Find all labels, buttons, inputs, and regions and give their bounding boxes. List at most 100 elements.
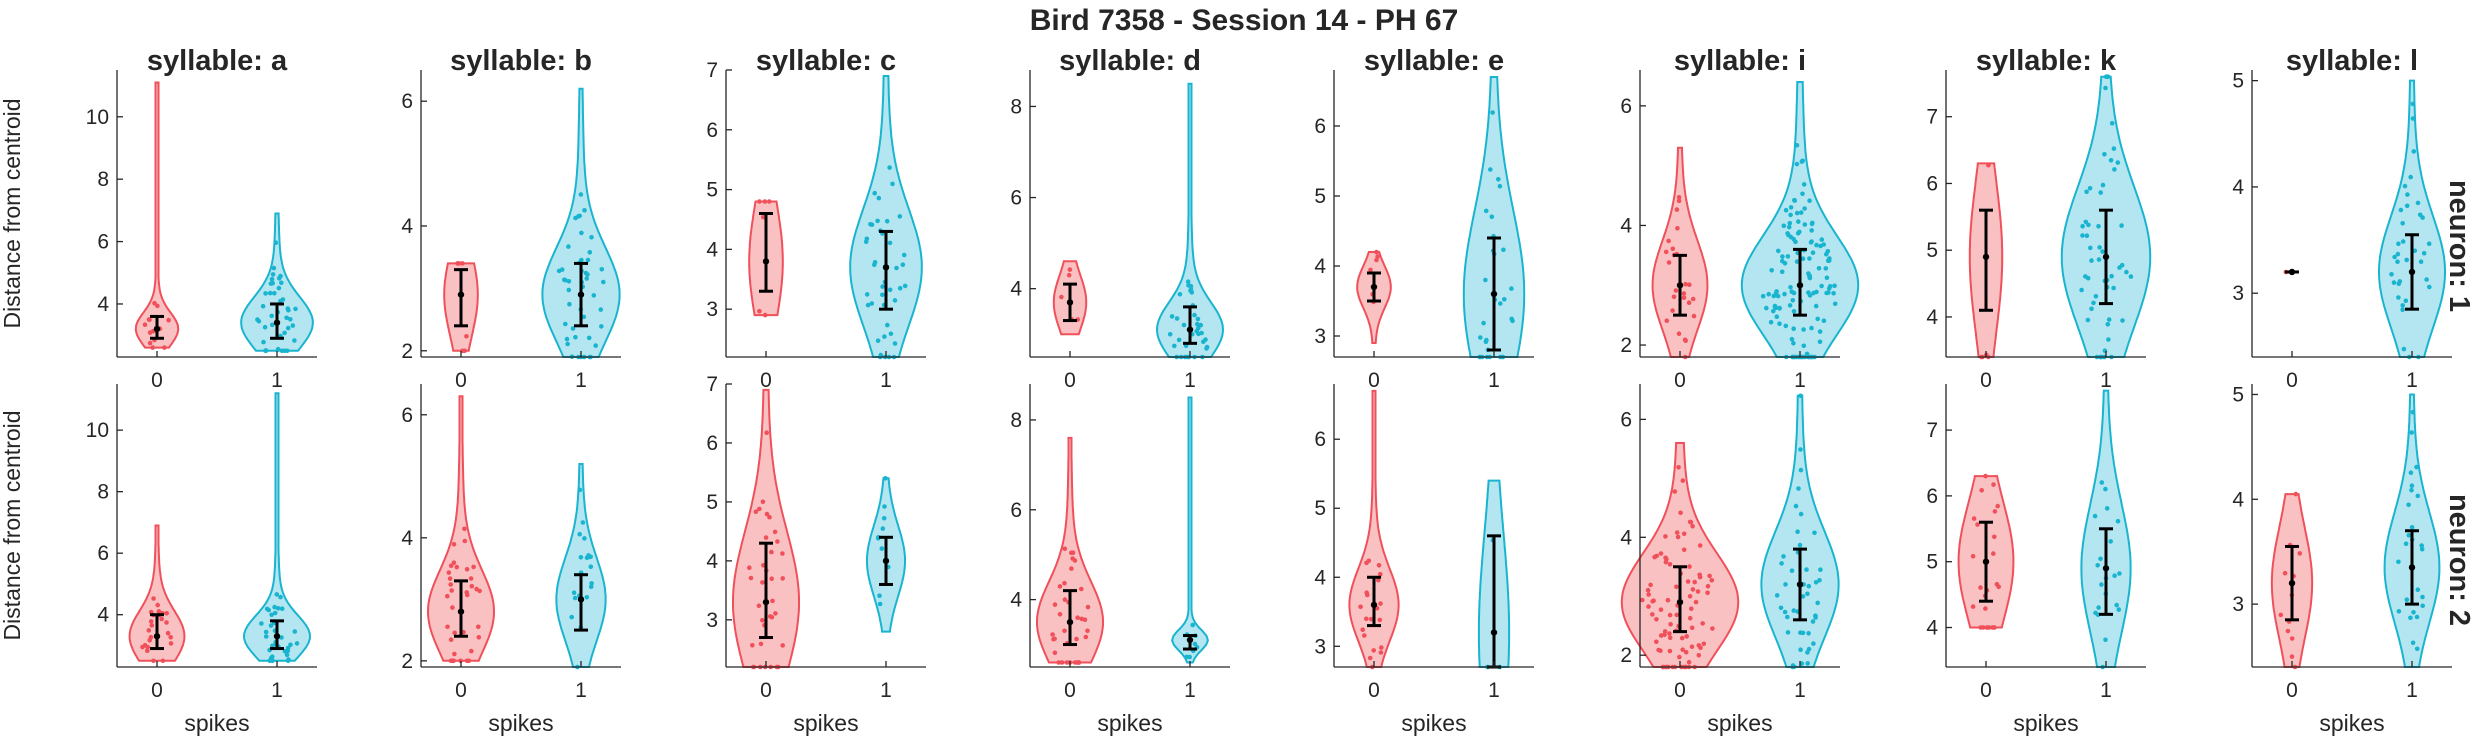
data-point	[1690, 296, 1696, 302]
data-point	[773, 611, 778, 616]
data-point	[255, 317, 260, 322]
median-marker	[1186, 636, 1194, 644]
data-point	[1705, 583, 1711, 589]
data-point	[760, 618, 765, 623]
data-point	[1823, 266, 1829, 271]
data-point	[447, 576, 453, 581]
data-point	[2289, 654, 2295, 659]
data-point	[2405, 192, 2410, 197]
data-point	[149, 623, 155, 628]
data-point	[1375, 254, 1380, 259]
data-point	[1681, 291, 1687, 296]
data-point	[2412, 248, 2418, 254]
data-point	[2108, 158, 2114, 163]
data-point	[573, 215, 578, 221]
data-point	[1195, 316, 1201, 322]
data-point	[474, 586, 479, 592]
data-point	[2406, 533, 2412, 538]
data-point	[1992, 534, 1997, 540]
data-point	[1817, 578, 1822, 583]
data-point	[2410, 640, 2416, 646]
data-point	[1371, 648, 1376, 653]
data-point	[2418, 259, 2424, 265]
data-point	[445, 624, 450, 630]
panel-l-row-2: 3 4 5 0 1 spikes	[2232, 383, 2452, 736]
x-tick-label: 1	[2406, 679, 2418, 702]
median-marker	[882, 264, 890, 271]
data-point	[1199, 330, 1204, 336]
x-tick-label: 1	[271, 369, 283, 392]
data-point	[2414, 646, 2420, 652]
data-point	[152, 300, 157, 306]
data-point	[1194, 328, 1199, 334]
data-point	[1075, 615, 1080, 620]
data-point	[446, 570, 452, 575]
data-point	[1816, 266, 1822, 271]
data-point	[1700, 621, 1705, 626]
data-point	[563, 321, 568, 327]
data-point	[1995, 503, 2000, 509]
data-point	[1666, 260, 1672, 265]
data-point	[761, 563, 766, 568]
data-point	[2106, 317, 2112, 322]
data-point	[1672, 489, 1678, 494]
data-point	[892, 341, 898, 346]
data-point	[1795, 529, 1800, 534]
data-point	[1798, 647, 1803, 652]
data-point	[1805, 591, 1810, 597]
data-point	[872, 260, 878, 265]
data-point	[566, 287, 572, 293]
y-tick-label: 4	[706, 238, 718, 261]
data-point	[1992, 509, 1998, 514]
data-point	[588, 564, 594, 569]
data-point	[476, 635, 482, 640]
data-point	[1811, 290, 1816, 296]
data-point	[1687, 282, 1692, 288]
data-point	[1792, 198, 1798, 203]
y-tick-label: 3	[2232, 282, 2244, 305]
data-point	[2408, 470, 2414, 476]
data-point	[2421, 251, 2427, 256]
median-marker	[457, 608, 465, 615]
subplot-title: syllable: d	[1059, 45, 1201, 77]
data-point	[1783, 207, 1789, 213]
data-point	[1070, 550, 1076, 555]
data-point	[1800, 594, 1806, 599]
data-point	[1800, 630, 1806, 636]
data-point	[1683, 281, 1688, 287]
data-point	[1051, 637, 1056, 642]
data-point	[2100, 182, 2106, 188]
data-point	[155, 303, 160, 309]
data-point	[876, 195, 882, 201]
data-point	[1052, 650, 1058, 656]
data-point	[1802, 206, 1807, 211]
x-tick-label: 0	[1980, 369, 1992, 392]
y-tick-label: 6	[1926, 485, 1938, 508]
data-point	[1674, 207, 1680, 212]
data-point	[168, 641, 174, 646]
x-axis-label: spikes	[2013, 710, 2078, 736]
median-marker	[1490, 290, 1498, 298]
panel-k-row-1: syllable: k 4 5 6 7 0 1	[1926, 45, 2152, 392]
data-point	[2109, 121, 2115, 126]
data-point	[580, 520, 586, 525]
data-point	[2120, 318, 2125, 323]
data-point	[2103, 486, 2108, 492]
x-tick-label: 0	[1064, 679, 1076, 702]
data-point	[1805, 650, 1810, 655]
data-point	[279, 635, 284, 640]
data-point	[748, 575, 754, 581]
data-point	[1680, 647, 1685, 652]
data-point	[573, 334, 578, 340]
data-point	[2411, 610, 2416, 615]
data-point	[1676, 198, 1682, 204]
data-point	[1192, 312, 1197, 318]
data-point	[147, 340, 153, 346]
data-point	[275, 346, 281, 352]
y-tick-label: 4	[1314, 255, 1326, 278]
data-point	[1663, 249, 1669, 255]
data-point	[1818, 567, 1823, 572]
data-point	[1802, 222, 1808, 227]
data-point	[464, 334, 469, 339]
data-point	[1490, 110, 1495, 115]
